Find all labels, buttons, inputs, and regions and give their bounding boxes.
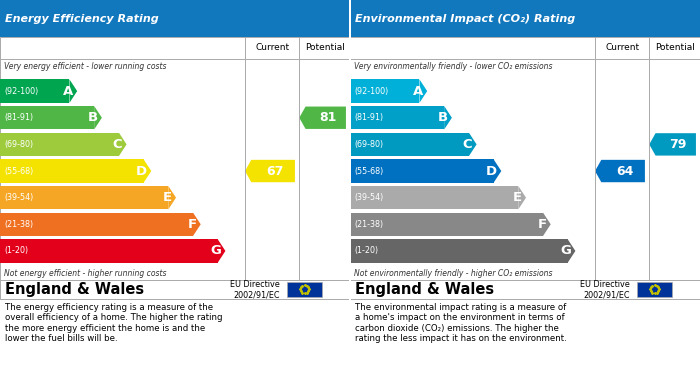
Polygon shape: [568, 239, 575, 263]
Text: E: E: [162, 191, 172, 204]
Text: EU Directive
2002/91/EC: EU Directive 2002/91/EC: [580, 280, 630, 299]
Bar: [0, 239, 218, 263]
Bar: [287, 282, 322, 297]
Polygon shape: [650, 133, 696, 156]
Text: Energy Efficiency Rating: Energy Efficiency Rating: [6, 14, 159, 23]
Text: B: B: [88, 111, 98, 124]
Text: B: B: [438, 111, 448, 124]
Text: (1-20): (1-20): [354, 246, 378, 255]
Text: D: D: [136, 165, 147, 178]
Polygon shape: [494, 159, 501, 183]
Text: (21-38): (21-38): [354, 220, 384, 229]
Bar: [0, 213, 193, 236]
Text: Not environmentally friendly - higher CO₂ emissions: Not environmentally friendly - higher CO…: [354, 269, 552, 278]
Bar: [350, 0, 700, 37]
Polygon shape: [218, 239, 225, 263]
Text: E: E: [512, 191, 522, 204]
Bar: [350, 79, 419, 103]
Bar: [350, 186, 518, 210]
Bar: [350, 213, 543, 236]
Text: G: G: [560, 244, 571, 257]
Polygon shape: [469, 133, 477, 156]
Polygon shape: [193, 213, 201, 236]
Text: A: A: [63, 84, 73, 98]
Text: (92-100): (92-100): [4, 86, 39, 95]
Polygon shape: [168, 186, 176, 210]
Text: (1-20): (1-20): [4, 246, 28, 255]
Bar: [0, 186, 168, 210]
Bar: [350, 106, 444, 129]
Polygon shape: [300, 107, 346, 129]
Polygon shape: [419, 79, 427, 103]
Text: (21-38): (21-38): [4, 220, 34, 229]
Bar: [350, 239, 568, 263]
Text: Potential: Potential: [304, 43, 344, 52]
Text: D: D: [486, 165, 497, 178]
Text: G: G: [210, 244, 221, 257]
Text: EU Directive
2002/91/EC: EU Directive 2002/91/EC: [230, 280, 280, 299]
Text: C: C: [113, 138, 122, 151]
Text: Environmental Impact (CO₂) Rating: Environmental Impact (CO₂) Rating: [355, 14, 575, 23]
Text: (39-54): (39-54): [354, 193, 384, 202]
Text: England & Wales: England & Wales: [6, 282, 144, 297]
Text: F: F: [538, 218, 547, 231]
Polygon shape: [144, 159, 151, 183]
Text: (81-91): (81-91): [354, 113, 384, 122]
Bar: [0, 280, 350, 299]
Text: A: A: [413, 84, 423, 98]
Text: (92-100): (92-100): [354, 86, 388, 95]
Bar: [0, 37, 350, 280]
Polygon shape: [94, 106, 102, 129]
Text: (55-68): (55-68): [4, 167, 34, 176]
Text: 79: 79: [668, 138, 686, 151]
Polygon shape: [518, 186, 526, 210]
Bar: [637, 282, 672, 297]
Polygon shape: [245, 160, 295, 182]
Bar: [0, 159, 144, 183]
Text: C: C: [463, 138, 473, 151]
Bar: [0, 79, 69, 103]
Bar: [350, 280, 700, 299]
Text: 67: 67: [266, 165, 284, 178]
Text: Current: Current: [605, 43, 639, 52]
Bar: [350, 159, 494, 183]
Text: (39-54): (39-54): [4, 193, 34, 202]
Text: (69-80): (69-80): [4, 140, 34, 149]
Polygon shape: [119, 133, 127, 156]
Bar: [350, 37, 700, 280]
Text: (69-80): (69-80): [354, 140, 384, 149]
Bar: [0, 133, 119, 156]
Polygon shape: [444, 106, 452, 129]
Text: (55-68): (55-68): [354, 167, 384, 176]
Bar: [350, 133, 469, 156]
Polygon shape: [595, 160, 645, 182]
Polygon shape: [69, 79, 77, 103]
Text: Very energy efficient - lower running costs: Very energy efficient - lower running co…: [4, 62, 166, 71]
Text: 64: 64: [616, 165, 634, 178]
Polygon shape: [543, 213, 551, 236]
Text: The energy efficiency rating is a measure of the
overall efficiency of a home. T: The energy efficiency rating is a measur…: [6, 303, 223, 343]
Bar: [0, 106, 94, 129]
Text: England & Wales: England & Wales: [355, 282, 494, 297]
Bar: [0, 0, 350, 37]
Text: Not energy efficient - higher running costs: Not energy efficient - higher running co…: [4, 269, 166, 278]
Text: (81-91): (81-91): [4, 113, 34, 122]
Text: The environmental impact rating is a measure of
a home's impact on the environme: The environmental impact rating is a mea…: [355, 303, 567, 343]
Text: Current: Current: [255, 43, 289, 52]
Text: F: F: [188, 218, 197, 231]
Text: 81: 81: [318, 111, 336, 124]
Text: Very environmentally friendly - lower CO₂ emissions: Very environmentally friendly - lower CO…: [354, 62, 552, 71]
Text: Potential: Potential: [654, 43, 694, 52]
